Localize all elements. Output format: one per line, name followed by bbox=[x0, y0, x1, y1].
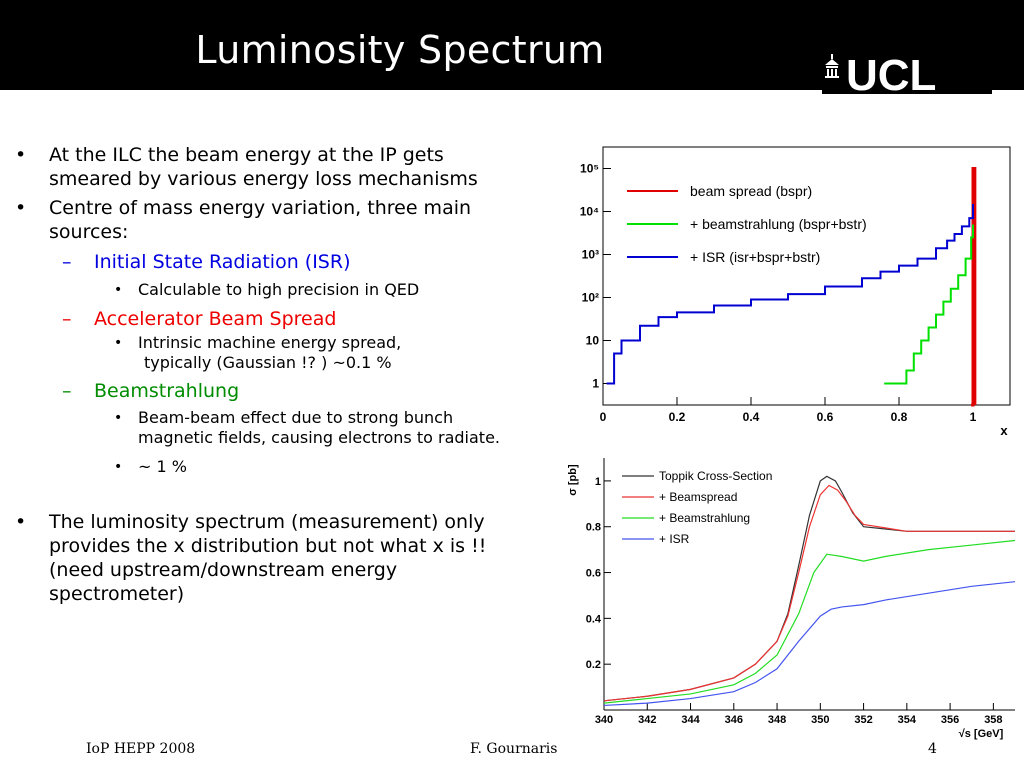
sub-bullet-isr: – Initial State Radiation (ISR) bbox=[62, 250, 351, 274]
beamstrahlung-detail: • Beam-beam effect due to strong bunch m… bbox=[114, 408, 500, 448]
detail-text: typically (Gaussian !? ) ~0.1 % bbox=[144, 353, 392, 372]
legend-label: + ISR bbox=[659, 532, 690, 546]
bullet-text-line: At the ILC the beam energy at the IP get… bbox=[49, 144, 444, 166]
x-tick-label: 348 bbox=[768, 714, 786, 726]
x-tick-label: 0.8 bbox=[891, 410, 908, 424]
bullet-text-line: provides the x distribution but not what… bbox=[49, 535, 487, 557]
dash-marker: – bbox=[62, 308, 72, 330]
bullet-text-line: spectrometer) bbox=[49, 583, 185, 605]
bullet-text-line: The luminosity spectrum (measurement) on… bbox=[49, 511, 485, 533]
bullet-marker: • bbox=[15, 197, 27, 219]
dash-marker: – bbox=[62, 380, 72, 402]
y-tick-label: 10 bbox=[586, 334, 600, 348]
sub-bullet-title: Beamstrahlung bbox=[94, 380, 240, 402]
y-tick-label: 1 bbox=[595, 476, 601, 488]
logo-text: UCL bbox=[846, 51, 936, 94]
sub-bullet-title: Accelerator Beam Spread bbox=[94, 308, 337, 330]
y-tick-label: 0.2 bbox=[586, 659, 601, 671]
x-tick-label: 354 bbox=[898, 714, 917, 726]
x-tick-label: 0.4 bbox=[743, 410, 760, 424]
series-line-2 bbox=[603, 539, 1016, 704]
series-line-0 bbox=[603, 475, 1015, 702]
x-tick-label: 346 bbox=[725, 714, 743, 726]
y-tick-label: 1 bbox=[592, 377, 599, 391]
series-line-3 bbox=[603, 581, 1016, 707]
legend-label: + Beamstrahlung bbox=[659, 511, 750, 525]
isr-detail: • Calculable to high precision in QED bbox=[114, 280, 420, 300]
bullet-text-line: (need upstream/downstream energy bbox=[49, 559, 398, 581]
slide-title: Luminosity Spectrum bbox=[195, 28, 605, 72]
y-axis-label: σ [pb] bbox=[567, 464, 579, 496]
bullet-text-line: Centre of mass energy variation, three m… bbox=[49, 197, 472, 219]
bullet-cms-energy: • Centre of mass energy variation, three… bbox=[15, 196, 472, 244]
y-tick-label: 10⁴ bbox=[580, 205, 599, 219]
detail-text: Intrinsic machine energy spread, bbox=[138, 333, 402, 352]
legend-label: beam spread (bspr) bbox=[690, 183, 812, 199]
bullet-marker: • bbox=[114, 410, 123, 426]
detail-text: magnetic fields, causing electrons to ra… bbox=[138, 428, 500, 447]
detail-text: Beam-beam effect due to strong bunch bbox=[138, 408, 454, 427]
series-line-2 bbox=[606, 203, 974, 385]
legend-label: Toppik Cross-Section bbox=[659, 469, 772, 483]
legend-label: + beamstrahlung (bspr+bstr) bbox=[690, 216, 867, 232]
y-tick-label: 0.8 bbox=[586, 522, 601, 534]
sub-bullet-beamstrahlung: – Beamstrahlung bbox=[62, 379, 240, 403]
legend-label: + ISR (isr+bspr+bstr) bbox=[690, 249, 820, 265]
y-tick-label: 10³ bbox=[582, 248, 599, 262]
beamstrahlung-percent: • ~ 1 % bbox=[114, 457, 187, 477]
x-axis-label: √s [GeV] bbox=[959, 728, 1004, 740]
x-tick-label: 0 bbox=[600, 410, 607, 424]
legend-label: + Beamspread bbox=[659, 490, 737, 504]
dash-marker: – bbox=[62, 251, 72, 273]
x-tick-label: 344 bbox=[681, 714, 700, 726]
bullet-ilc-smearing: • At the ILC the beam energy at the IP g… bbox=[15, 143, 478, 191]
bullet-marker: • bbox=[114, 459, 123, 475]
ucl-logo: UCL bbox=[822, 50, 992, 94]
x-tick-label: 352 bbox=[854, 714, 872, 726]
portico-icon bbox=[825, 54, 839, 78]
page-number: 4 bbox=[928, 741, 937, 757]
bullet-text-line: smeared by various energy loss mechanism… bbox=[49, 168, 478, 190]
x-tick-label: 350 bbox=[811, 714, 829, 726]
x-tick-label: 340 bbox=[595, 714, 613, 726]
sub-bullet-accelerator: – Accelerator Beam Spread bbox=[62, 307, 337, 331]
series-line-1 bbox=[884, 224, 974, 385]
series-line-0 bbox=[971, 167, 977, 407]
detail-text: ~ 1 % bbox=[138, 457, 187, 476]
title-bar: Luminosity Spectrum UCL bbox=[0, 0, 1024, 94]
bullet-marker: • bbox=[114, 335, 123, 351]
bullet-text-line: sources: bbox=[49, 221, 129, 243]
y-tick-label: 0.6 bbox=[586, 568, 601, 580]
cross-section-chart: 340 342 344 346 348 350 352 354 356 358 0.2 0.4 0.6 0… bbox=[567, 458, 1016, 740]
luminosity-spectrum-chart: 0 0.2 0.4 0.6 0.8 1 1 10 10² 10³ 10⁴ 10⁵ x beam spre… bbox=[580, 146, 1011, 438]
footer-conference: IoP HEPP 2008 bbox=[86, 741, 196, 757]
bullet-marker: • bbox=[15, 511, 27, 533]
accelerator-detail: • Intrinsic machine energy spread, typic… bbox=[114, 333, 402, 373]
y-tick-label: 10⁵ bbox=[580, 162, 599, 176]
x-tick-label: 1 bbox=[970, 410, 977, 424]
y-tick-label: 10² bbox=[582, 291, 599, 305]
x-axis-label: x bbox=[1000, 423, 1008, 438]
footer-author: F. Gournaris bbox=[470, 741, 558, 757]
y-tick-label: 0.4 bbox=[586, 613, 602, 625]
bullet-luminosity-measurement: • The luminosity spectrum (measurement) … bbox=[15, 510, 487, 606]
series-line-1 bbox=[603, 484, 1015, 702]
bullet-marker: • bbox=[15, 144, 27, 166]
bullet-marker: • bbox=[114, 282, 123, 298]
sub-bullet-title: Initial State Radiation (ISR) bbox=[94, 251, 351, 273]
detail-text: Calculable to high precision in QED bbox=[138, 280, 420, 299]
x-tick-label: 358 bbox=[984, 714, 1002, 726]
x-tick-label: 356 bbox=[941, 714, 959, 726]
x-tick-label: 0.2 bbox=[669, 410, 686, 424]
x-tick-label: 342 bbox=[638, 714, 656, 726]
x-tick-label: 0.6 bbox=[817, 410, 834, 424]
